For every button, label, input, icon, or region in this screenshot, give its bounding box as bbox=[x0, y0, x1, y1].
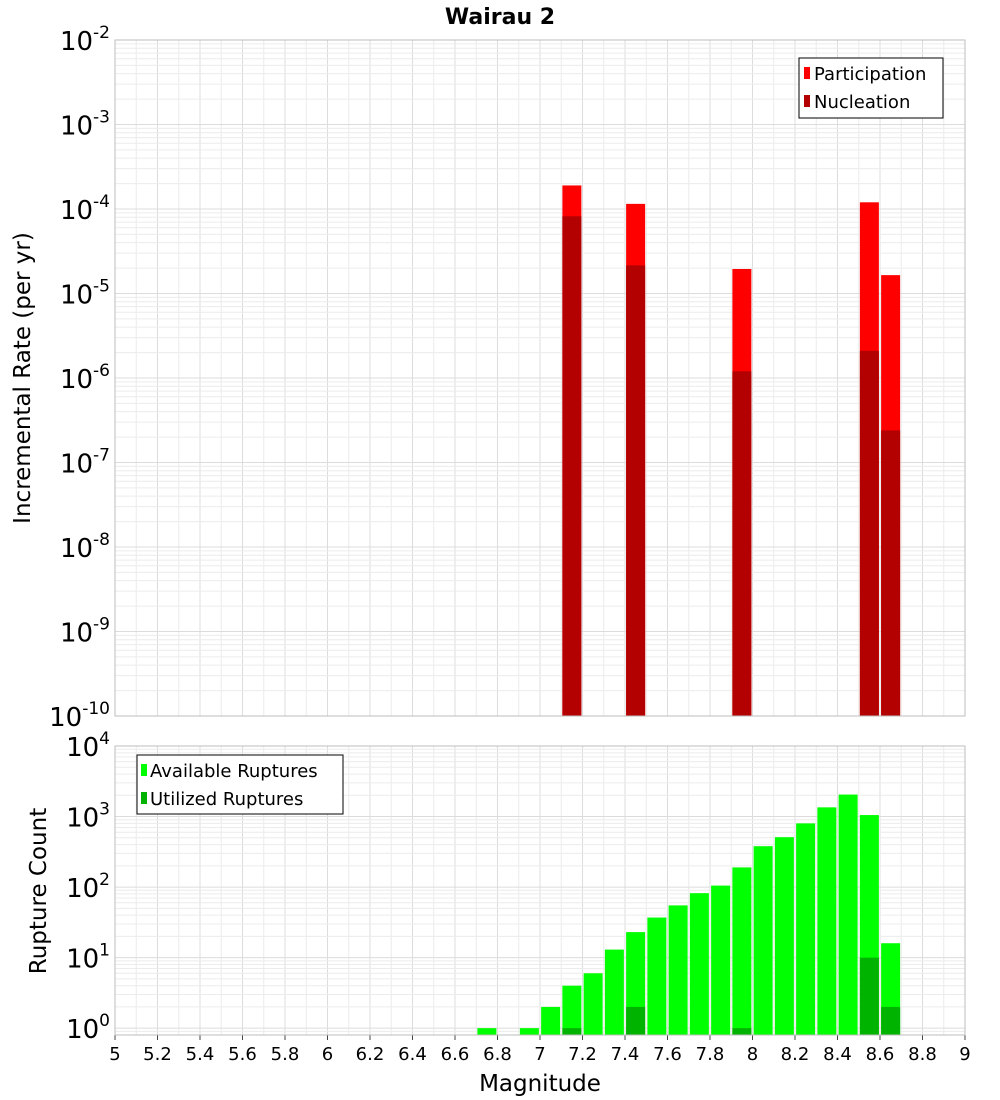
bottom-legend-box bbox=[136, 754, 344, 815]
bottom-plot-y-axis: 100 101 102 103 104 bbox=[66, 729, 110, 1045]
top-y-tick-label: 10-9 bbox=[60, 615, 110, 649]
bottom-bar-a bbox=[668, 905, 688, 1035]
x-tick-label: 8 bbox=[747, 1044, 758, 1065]
x-tick-label: 9 bbox=[959, 1044, 970, 1065]
legend-swatch-participation bbox=[804, 67, 810, 79]
top-bar-b bbox=[732, 371, 752, 716]
top-legend-box bbox=[798, 57, 944, 119]
x-tick-label: 7.4 bbox=[611, 1044, 640, 1065]
bottom-plot-bars bbox=[477, 794, 901, 1035]
bottom-bar-a bbox=[838, 794, 858, 1035]
legend-swatch-nucleation bbox=[804, 95, 810, 107]
top-plot-bars bbox=[562, 185, 901, 717]
legend-label-participation: Participation bbox=[814, 64, 926, 85]
x-tick-label: 5.4 bbox=[186, 1044, 215, 1065]
x-axis-label: Magnitude bbox=[479, 1071, 601, 1097]
top-bar-b bbox=[859, 350, 879, 716]
x-tick-label: 8.6 bbox=[866, 1044, 895, 1065]
legend-swatch-available-ruptures bbox=[141, 764, 147, 776]
bottom-bar-b bbox=[626, 1006, 646, 1035]
x-tick-label: 8.8 bbox=[908, 1044, 937, 1065]
top-y-tick-label: 10-8 bbox=[60, 530, 110, 564]
bottom-y-tick-label: 104 bbox=[66, 729, 110, 763]
bottom-plot-frame bbox=[114, 745, 966, 1036]
bottom-bar-a bbox=[477, 1028, 497, 1035]
legend-swatch-utilized-ruptures bbox=[141, 792, 147, 804]
top-bar-b bbox=[881, 430, 901, 716]
top-y-tick-label: 10-5 bbox=[60, 277, 110, 311]
bottom-bar-a bbox=[796, 823, 816, 1035]
x-tick-label: 6.2 bbox=[356, 1044, 385, 1065]
top-y-tick-label: 10-2 bbox=[60, 23, 110, 57]
x-tick-label: 5.6 bbox=[228, 1044, 257, 1065]
x-tick-label: 6 bbox=[322, 1044, 333, 1065]
top-y-tick-label: 10-3 bbox=[60, 108, 110, 142]
bottom-y-tick-label: 101 bbox=[66, 941, 110, 975]
chart-title: Wairau 2 bbox=[445, 5, 555, 30]
x-tick-label: 5 bbox=[109, 1044, 120, 1065]
bottom-bar-a bbox=[689, 893, 709, 1035]
top-y-tick-label: 10-6 bbox=[60, 361, 110, 395]
bottom-bar-a bbox=[604, 949, 624, 1035]
bottom-y-tick-label: 103 bbox=[66, 800, 110, 834]
bottom-y-axis-label: Rupture Count bbox=[26, 808, 52, 974]
bottom-bar-a bbox=[732, 867, 752, 1035]
top-plot-grid bbox=[114, 39, 966, 717]
top-bar-b bbox=[626, 265, 646, 716]
x-tick-label: 5.2 bbox=[143, 1044, 172, 1065]
bottom-bar-a bbox=[583, 973, 603, 1035]
x-tick-label: 8.2 bbox=[781, 1044, 810, 1065]
x-tick-label: 7.2 bbox=[568, 1044, 597, 1065]
legend-label-available-ruptures: Available Ruptures bbox=[150, 761, 318, 782]
bottom-bar-a bbox=[817, 807, 837, 1035]
bottom-bar-b bbox=[562, 1028, 582, 1035]
top-bar-b bbox=[562, 216, 582, 717]
top-legend: Participation Nucleation bbox=[798, 57, 944, 119]
x-tick-label: 5.8 bbox=[271, 1044, 300, 1065]
legend-label-utilized-ruptures: Utilized Ruptures bbox=[150, 789, 303, 810]
bottom-bar-a bbox=[519, 1028, 539, 1035]
bottom-y-tick-label: 102 bbox=[66, 870, 110, 904]
top-y-axis-label: Incremental Rate (per yr) bbox=[10, 232, 36, 524]
x-axis: 5 5.2 5.4 5.6 5.8 6 6.2 6.4 6.6 6.8 7 7.2 7.4 7.6 7.8 8… bbox=[109, 1035, 971, 1065]
x-tick-label: 7.6 bbox=[653, 1044, 682, 1065]
x-tick-label: 7.8 bbox=[696, 1044, 725, 1065]
bottom-bar-a bbox=[541, 1006, 561, 1035]
top-y-tick-label: 10-10 bbox=[49, 699, 110, 733]
bottom-bar-b bbox=[881, 1006, 901, 1035]
x-tick-label: 8.4 bbox=[823, 1044, 852, 1065]
top-plot-y-axis: 10-10 10-9 10-8 10-7 10-6 10-5 10-4 10-3 10-2 bbox=[49, 23, 110, 733]
x-tick-label: 6.6 bbox=[441, 1044, 470, 1065]
bottom-y-tick-label: 100 bbox=[66, 1011, 110, 1045]
bottom-bar-a bbox=[711, 885, 731, 1035]
top-y-tick-label: 10-4 bbox=[60, 192, 110, 226]
x-tick-label: 6.4 bbox=[398, 1044, 427, 1065]
legend-label-nucleation: Nucleation bbox=[814, 92, 910, 113]
bottom-bar-a bbox=[774, 837, 794, 1035]
top-y-tick-label: 10-7 bbox=[60, 446, 110, 480]
x-tick-label: 6.8 bbox=[483, 1044, 512, 1065]
x-tick-label: 7 bbox=[534, 1044, 545, 1065]
top-plot-frame bbox=[114, 39, 966, 717]
bottom-bar-b bbox=[859, 957, 879, 1035]
bottom-bar-a bbox=[647, 917, 667, 1035]
bottom-bar-a bbox=[562, 985, 582, 1035]
bottom-legend: Available Ruptures Utilized Ruptures bbox=[136, 754, 344, 815]
bottom-bar-a bbox=[753, 846, 773, 1035]
bottom-bar-b bbox=[732, 1028, 752, 1035]
